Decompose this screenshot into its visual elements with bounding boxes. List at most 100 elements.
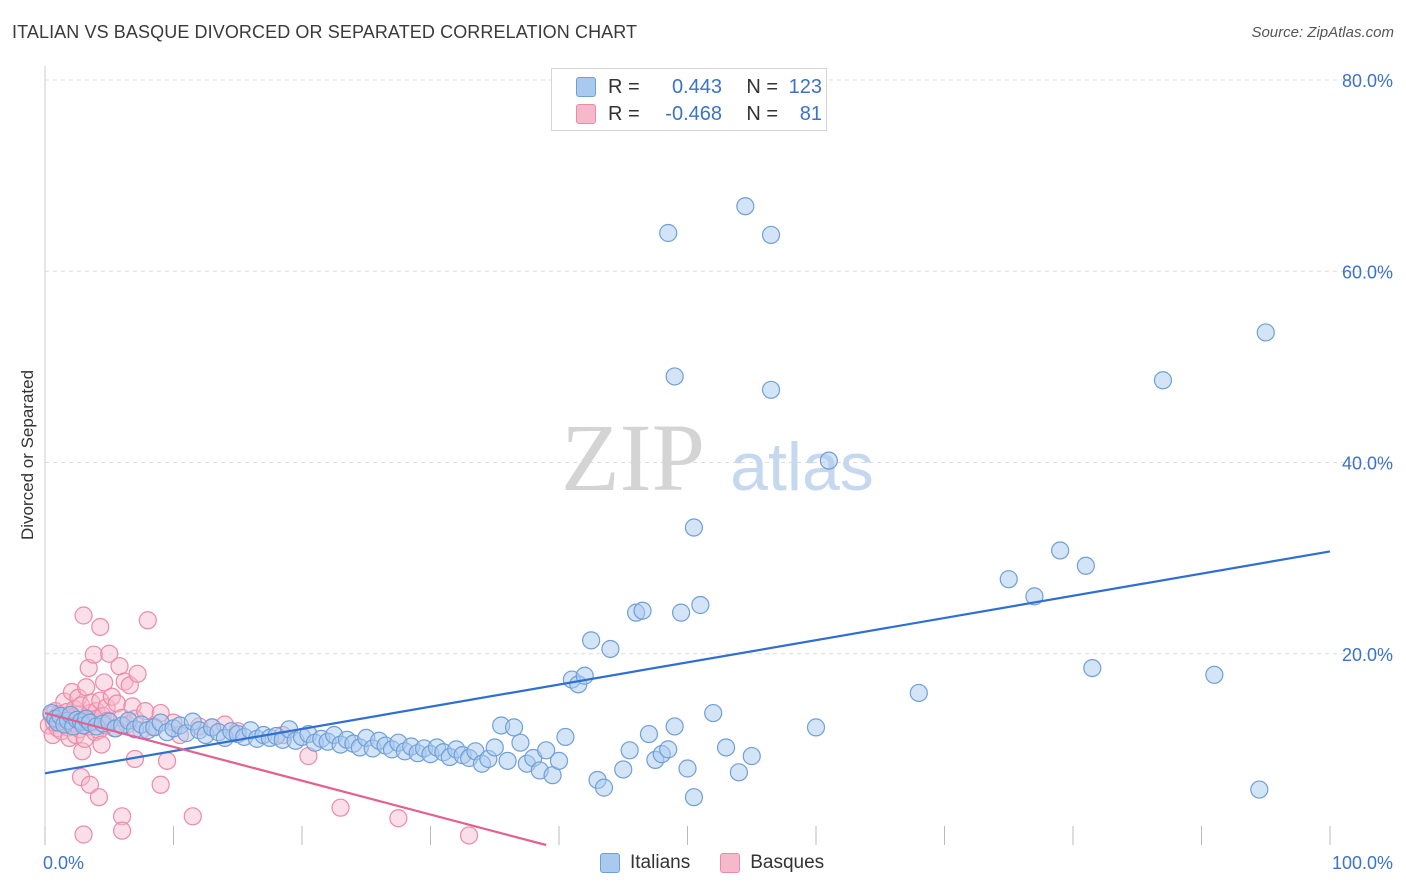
grid-lines [45,79,1392,655]
y-tick-label: 60.0% [1342,262,1393,282]
basques-point [389,809,408,828]
italians-point [659,740,678,759]
y-tick-label: 20.0% [1342,645,1393,665]
italians-point [909,683,928,703]
italians-point [511,733,530,752]
basques-point [112,807,132,826]
basques-point [80,775,100,794]
legend-row-italians: R = 0.443 N = 123 [576,75,822,99]
italians-point [1205,665,1224,684]
legend-swatch-basques [576,104,596,124]
series-legend: Italians Basques [600,852,854,874]
basques-point [91,617,110,637]
italians-point [729,763,749,782]
italians-point [1083,658,1102,678]
italians-point [594,778,614,797]
italians-point [582,631,601,650]
italians-point [659,223,678,243]
basques-trend-line [44,711,547,847]
legend-r-value-basques: -0.468 [665,102,722,125]
watermark-atlas: atlas [730,429,874,505]
italians-point [806,718,826,737]
legend-swatch-italians [600,853,620,873]
italians-point [819,451,838,470]
basques-point [77,678,96,697]
y-axis-label: Divorced or Separated [18,369,37,541]
italians-point [1256,323,1275,342]
italians-point [1153,371,1173,390]
basques-point [92,735,111,754]
legend-swatch-italians [576,77,596,97]
italians-point [633,601,652,620]
legend-n-label: N = [746,75,778,98]
basques-point [459,826,479,845]
italians-point [498,751,517,770]
basques-point [107,694,127,713]
italians-point [761,225,781,245]
italians-point [537,741,556,760]
italians-point [671,603,691,622]
y-tick-label: 40.0% [1342,454,1393,474]
legend-n-value-basques: 81 [799,102,822,125]
watermark: ZIP atlas [561,404,874,511]
correlation-legend: R = 0.443 N = 123 R = -0.468 N = 81 [551,68,827,131]
basques-point [151,775,170,794]
basques-point [95,673,114,692]
legend-r-label: R = [608,75,640,98]
basques-point [110,657,129,676]
basques-point [74,606,93,625]
basques-point [331,798,350,817]
basques-point [112,821,132,840]
basques-point [89,788,109,807]
italians-trend-line [44,550,1331,775]
italians-point [704,703,723,723]
italians-point [614,760,633,779]
italians-point [761,380,781,399]
legend-row-basques: R = -0.468 N = 81 [576,102,822,126]
watermark-zip: ZIP [561,404,705,511]
italians-point [601,639,620,659]
italians-point [736,197,755,216]
tick-labels: 20.0% 40.0% 60.0% 80.0% 0.0% 100.0% [43,71,1393,873]
basques-point [183,807,202,826]
legend-item-basques[interactable]: Basques [720,852,824,874]
legend-label-basques: Basques [750,852,825,873]
italians-point [504,718,524,737]
italians-point [999,570,1018,589]
italians-point [678,759,697,778]
source-label: Source: ZipAtlas.com [1251,24,1394,41]
italians-point [665,717,684,736]
italians-point [485,738,504,757]
italians-point [684,518,704,537]
x-tick-label-min: 0.0% [43,853,84,873]
basques-point [84,645,103,664]
italians-point [684,788,704,807]
italians-point [556,727,575,747]
basques-point [79,658,98,678]
chart-title: ITALIAN VS BASQUE DIVORCED OR SEPARATED … [12,22,638,42]
italians-point [716,738,736,757]
basques-point [157,751,177,770]
basques-point [100,644,119,663]
legend-swatch-basques [720,853,741,873]
legend-r-value-italians: 0.443 [671,75,722,98]
italians-point [691,595,710,615]
italians-point [1250,780,1269,799]
y-tick-label: 80.0% [1342,71,1393,91]
italians-point [742,746,761,766]
italians-point [620,741,639,760]
legend-r-label: R = [608,102,640,125]
italians-point [1076,556,1095,575]
basques-point [128,664,147,683]
italians-point [665,367,684,386]
italians-point [549,751,569,770]
trend-lines [44,550,1331,847]
italians-point [639,724,659,744]
basques-point [138,611,157,630]
legend-n-value-italians: 123 [788,75,822,98]
basques-point [74,825,93,844]
legend-item-italians[interactable]: Italians [600,852,690,874]
italians-point [1051,541,1070,560]
legend-n-label: N = [746,102,778,125]
